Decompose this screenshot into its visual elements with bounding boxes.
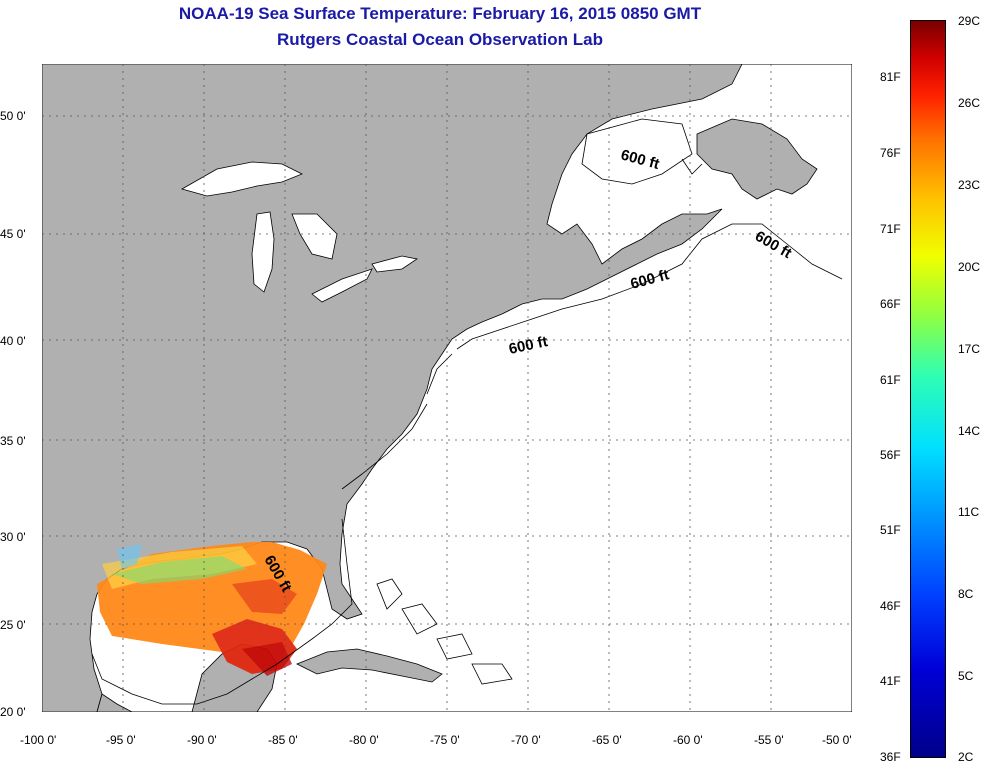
colorbar-celsius-label: 23C [958,178,981,192]
lon-tick: -60 0' [673,733,703,747]
lon-tick: -100 0' [20,733,57,747]
colorbar-fahrenheit-label: 36F [880,750,901,764]
lat-tick: 25 0' [0,618,26,632]
lat-tick: 35 0' [0,434,26,448]
lon-tick: -85 0' [268,733,298,747]
lon-tick: -75 0' [430,733,460,747]
colorbar-fahrenheit-label: 46F [880,599,901,613]
lat-tick: 30 0' [0,530,26,544]
colorbar-fahrenheit-label: 76F [880,146,901,160]
lon-tick: -65 0' [592,733,622,747]
lon-tick: -90 0' [187,733,217,747]
lake-erie [311,268,373,303]
colorbar-celsius-label: 8C [958,587,974,601]
lat-tick: 45 0' [0,227,26,241]
lon-tick: -80 0' [349,733,379,747]
lat-tick: 40 0' [0,334,26,348]
colorbar-fahrenheit-label: 66F [880,297,901,311]
lake-huron [291,213,338,260]
colorbar-celsius-label: 20C [958,260,981,274]
lake-michigan [251,211,275,293]
colorbar-fahrenheit-label: 41F [880,674,901,688]
land-cuba [296,648,443,683]
lake-ontario [371,255,419,273]
colorbar-celsius-label: 29C [958,14,981,28]
land-newfoundland [696,118,818,200]
lake-superior [180,161,303,197]
colorbar-fahrenheit-label: 61F [880,373,901,387]
sst-map: 600 ft 600 ft 600 ft 600 ft 600 ft [42,64,852,712]
colorbar-fahrenheit-label: 51F [880,523,901,537]
lat-tick: 50 0' [0,109,26,123]
temperature-colorbar [910,20,946,758]
colorbar-celsius-label: 14C [958,424,981,438]
colorbar-fahrenheit-label: 56F [880,448,901,462]
colorbar-celsius-label: 17C [958,342,981,356]
lat-lon-grid [42,64,852,712]
lon-tick: -55 0' [754,733,784,747]
colorbar-celsius-label: 26C [958,96,981,110]
sst-data-gulf [97,542,327,676]
colorbar-celsius-label: 11C [958,505,980,519]
colorbar-celsius-label: 5C [958,669,974,683]
map-title: NOAA-19 Sea Surface Temperature: Februar… [178,4,702,23]
colorbar-fahrenheit-label: 71F [880,222,901,236]
colorbar-fahrenheit-label: 81F [880,70,901,84]
map-subtitle: Rutgers Coastal Ocean Observation Lab [277,30,603,49]
lon-tick: -95 0' [106,733,136,747]
lon-tick: -50 0' [822,733,852,747]
lat-tick: 20 0' [0,705,26,719]
lon-tick: -70 0' [511,733,541,747]
colorbar-celsius-label: 2C [958,750,974,764]
